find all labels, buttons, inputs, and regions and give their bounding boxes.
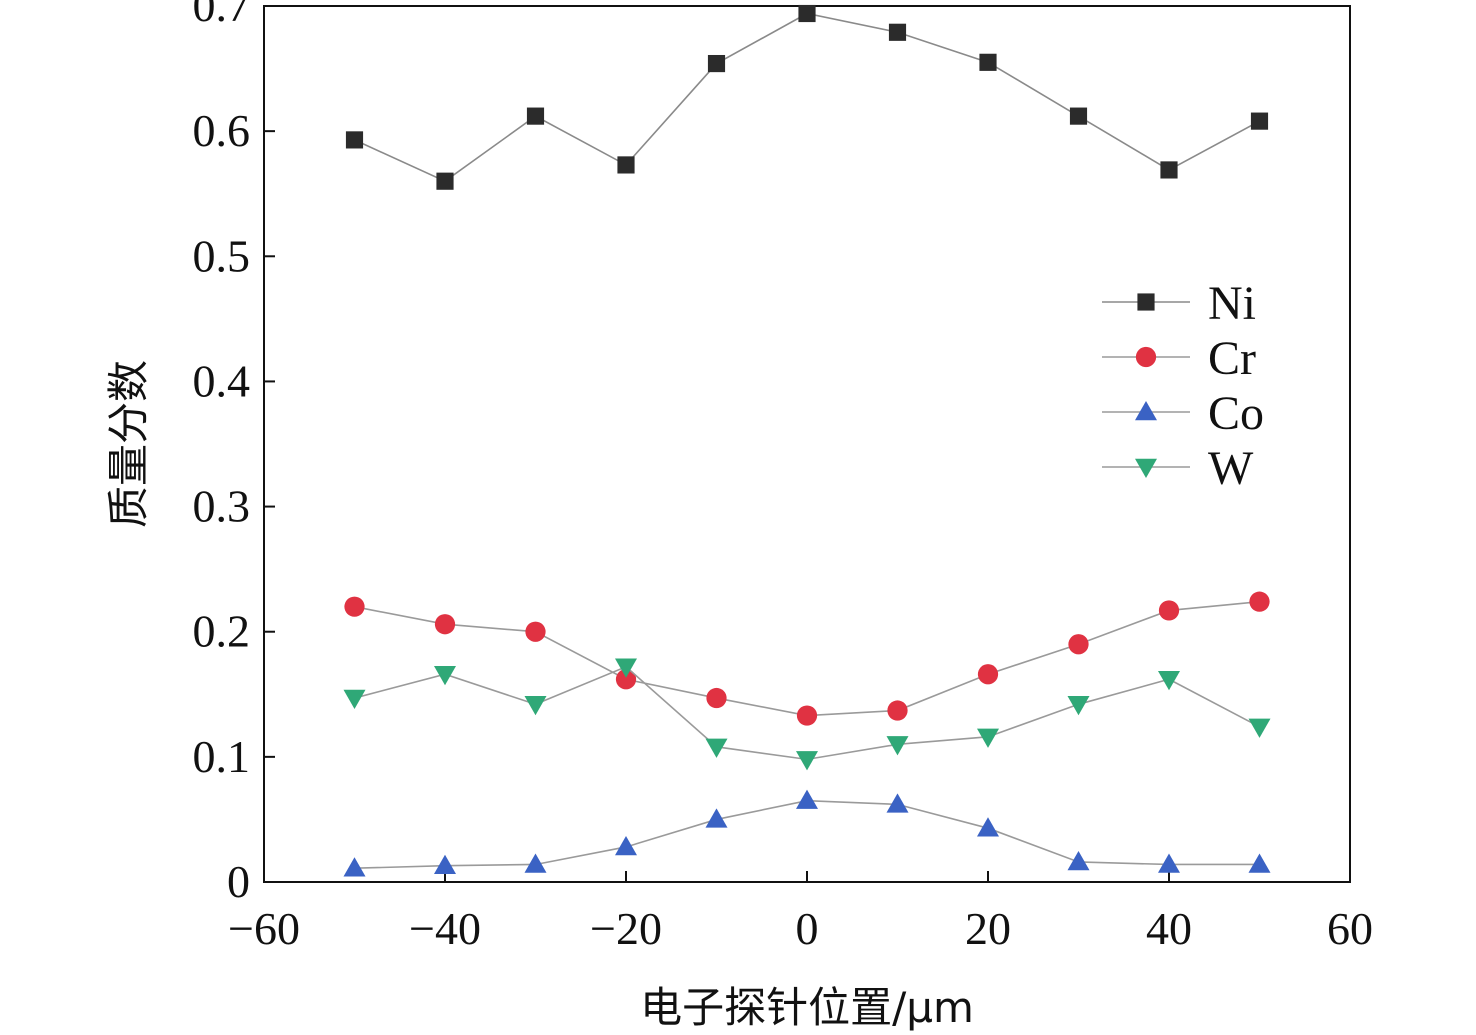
- series-w: [343, 658, 1271, 771]
- data-point-cr: [1068, 634, 1089, 655]
- data-point-cr: [887, 700, 908, 721]
- data-point-co: [1158, 853, 1180, 873]
- data-point-cr: [344, 596, 365, 617]
- data-point-ni: [436, 172, 454, 190]
- data-point-co: [796, 789, 818, 809]
- legend-label-ni: Ni: [1208, 277, 1256, 330]
- y-tick-label: 0.6: [193, 105, 251, 156]
- data-point-ni: [707, 54, 726, 73]
- y-axis-title: 质量分数: [104, 360, 153, 528]
- data-point-ni: [1250, 112, 1269, 130]
- data-point-co: [524, 853, 547, 873]
- x-tick-label: −60: [228, 903, 300, 954]
- data-point-co: [434, 854, 456, 874]
- legend-marker-ni: [1137, 293, 1155, 311]
- data-point-w: [886, 736, 909, 756]
- legend-item-co: Co: [1102, 387, 1264, 440]
- data-point-co: [705, 808, 728, 828]
- series-cr: [344, 591, 1270, 726]
- legend-marker-cr: [1135, 346, 1157, 368]
- data-point-co: [886, 793, 909, 813]
- legend-item-w: W: [1102, 442, 1254, 495]
- x-tick-label: −40: [409, 903, 481, 954]
- y-tick-label: 0.2: [193, 606, 251, 657]
- data-point-cr: [615, 669, 637, 690]
- data-point-co: [977, 817, 999, 837]
- x-axis: −60 −40 −20 0 20 40 60: [228, 871, 1373, 954]
- series-line-cr: [354, 600, 1260, 717]
- data-point-ni: [345, 131, 364, 149]
- data-point-cr: [1158, 600, 1180, 621]
- data-point-cr: [525, 621, 546, 642]
- data-point-cr: [977, 664, 999, 685]
- series-layer: [343, 4, 1271, 877]
- data-point-ni: [1069, 107, 1088, 125]
- data-point-w: [524, 696, 547, 716]
- data-point-ni: [798, 4, 816, 23]
- y-tick-label: 0: [227, 856, 250, 907]
- data-point-co: [615, 835, 637, 856]
- series-line-co: [354, 799, 1260, 870]
- data-point-w: [1158, 671, 1180, 691]
- y-tick-label: 0.4: [193, 355, 251, 406]
- data-point-co: [1067, 850, 1090, 871]
- data-point-co: [1248, 853, 1271, 873]
- x-tick-label: 20: [965, 903, 1011, 954]
- x-tick-label: −20: [590, 903, 662, 954]
- data-point-cr: [796, 705, 818, 726]
- data-point-co: [343, 857, 366, 877]
- x-tick-label: 60: [1327, 903, 1373, 954]
- data-point-w: [615, 658, 637, 678]
- data-point-w: [1067, 696, 1090, 716]
- data-point-cr: [1249, 591, 1270, 612]
- x-tick-label: 0: [796, 903, 819, 954]
- data-point-w: [1248, 718, 1271, 738]
- x-tick-label: 40: [1146, 903, 1192, 954]
- legend-label-co: Co: [1208, 387, 1264, 440]
- legend-item-ni: Ni: [1102, 277, 1256, 330]
- data-point-ni: [888, 23, 907, 41]
- y-tick-label: 0.3: [193, 481, 251, 532]
- data-point-w: [343, 689, 366, 710]
- data-point-w: [977, 728, 999, 748]
- series-co: [343, 789, 1271, 877]
- data-point-ni: [1160, 161, 1178, 179]
- data-point-ni: [617, 156, 635, 174]
- data-point-w: [434, 666, 456, 686]
- data-point-w: [705, 738, 728, 758]
- legend-item-cr: Cr: [1102, 332, 1256, 385]
- legend-marker-w: [1135, 458, 1157, 478]
- plot-frame: [263, 5, 1351, 883]
- x-axis-title: 电子探针位置/μm: [640, 983, 974, 1032]
- data-point-w: [796, 751, 818, 771]
- y-tick-label: 0.5: [193, 230, 251, 281]
- legend-label-cr: Cr: [1208, 332, 1256, 385]
- legend-marker-co: [1135, 401, 1157, 421]
- y-tick-label: 0.7: [193, 0, 251, 31]
- series-ni: [345, 4, 1269, 190]
- data-point-ni: [526, 107, 545, 125]
- legend-label-w: W: [1208, 442, 1254, 495]
- y-tick-label: 0.1: [193, 731, 251, 782]
- y-axis: 0 0.1 0.2 0.3 0.4 0.5 0.6 0.7: [193, 0, 275, 907]
- data-point-cr: [434, 614, 456, 635]
- data-point-cr: [706, 687, 727, 709]
- data-point-ni: [979, 53, 997, 71]
- series-line-ni: [354, 12, 1260, 183]
